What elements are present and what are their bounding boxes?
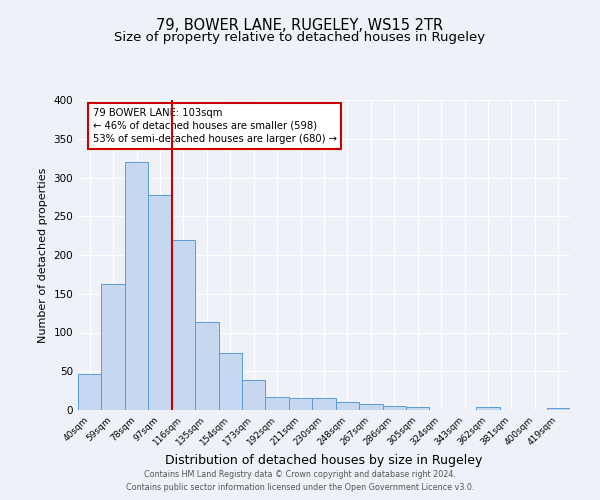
Bar [101,284,125,410]
Bar [218,352,242,410]
Text: Size of property relative to detached houses in Rugeley: Size of property relative to detached ho… [115,32,485,44]
Bar [78,374,101,410]
Bar [125,162,148,410]
Bar [383,406,406,410]
Bar [359,404,383,410]
Bar [148,196,172,410]
Bar [172,240,195,410]
Y-axis label: Number of detached properties: Number of detached properties [38,168,48,342]
Text: 79 BOWER LANE: 103sqm
← 46% of detached houses are smaller (598)
53% of semi-det: 79 BOWER LANE: 103sqm ← 46% of detached … [93,108,337,144]
Text: Contains public sector information licensed under the Open Government Licence v3: Contains public sector information licen… [126,483,474,492]
Text: 79, BOWER LANE, RUGELEY, WS15 2TR: 79, BOWER LANE, RUGELEY, WS15 2TR [157,18,443,32]
Text: Contains HM Land Registry data © Crown copyright and database right 2024.: Contains HM Land Registry data © Crown c… [144,470,456,479]
Bar [289,398,312,410]
Bar [476,407,500,410]
X-axis label: Distribution of detached houses by size in Rugeley: Distribution of detached houses by size … [166,454,482,467]
Bar [195,322,218,410]
Bar [406,407,430,410]
Bar [312,398,336,410]
Bar [265,397,289,410]
Bar [336,402,359,410]
Bar [242,380,265,410]
Bar [547,408,570,410]
